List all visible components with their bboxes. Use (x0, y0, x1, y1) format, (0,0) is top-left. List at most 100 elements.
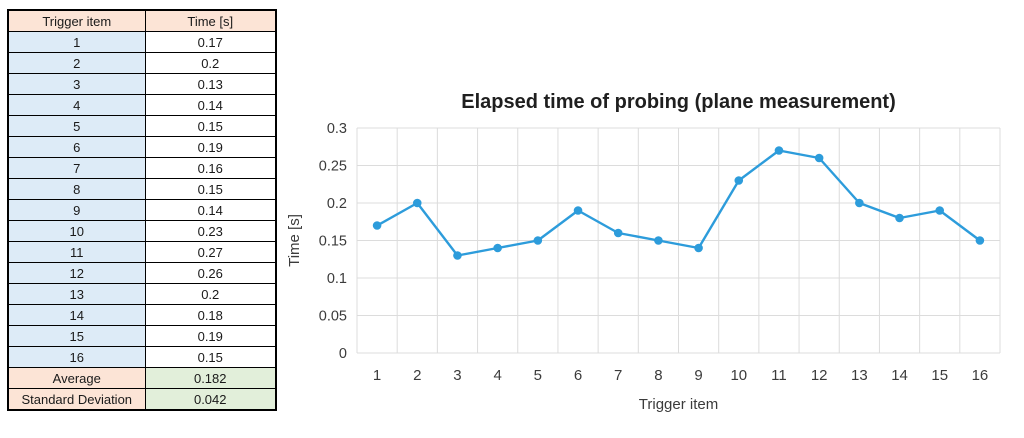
data-point (814, 153, 824, 163)
trigger-item-cell: 13 (7, 283, 146, 305)
data-point (895, 213, 904, 223)
table-row: 11 0.27 (7, 241, 277, 263)
y-axis-title: Time [s] (286, 214, 303, 267)
time-value-cell: 0.2 (144, 283, 277, 305)
time-value-cell: 0.13 (144, 73, 277, 95)
x-tick-label: 6 (574, 367, 582, 384)
data-point (935, 206, 945, 215)
table-row: 1 0.17 (7, 31, 277, 53)
y-tick-label: 0 (339, 346, 347, 362)
data-point (654, 236, 663, 245)
x-tick-label: 11 (771, 367, 787, 384)
y-tick-label: 0.25 (319, 159, 347, 175)
trigger-item-cell: 9 (7, 199, 146, 221)
time-value-cell: 0.18 (144, 304, 277, 326)
time-value-cell: 0.2 (144, 52, 277, 74)
table-row: 13 0.2 (7, 283, 277, 305)
trigger-item-cell: 8 (7, 178, 146, 200)
trigger-item-cell: 16 (7, 346, 146, 368)
series-line (375, 149, 982, 257)
table-row: 10 0.23 (7, 220, 277, 242)
trigger-item-cell: 7 (7, 157, 146, 179)
x-tick-label: 10 (730, 367, 747, 384)
table-summary-row: Standard Deviation 0.042 (7, 388, 277, 411)
summary-label-cell: Average (7, 367, 146, 389)
table-body: 1 0.17 2 0.2 3 0.13 4 0.14 5 0.15 6 0.19 7 0.16 8 0.15 9… (7, 31, 277, 411)
time-value-cell: 0.23 (144, 220, 277, 242)
x-tick-label: 2 (413, 367, 421, 384)
x-tick-label: 7 (614, 367, 622, 384)
trigger-item-cell: 2 (7, 52, 146, 74)
trigger-item-cell: 3 (7, 73, 146, 95)
column-header-trigger-item: Trigger item (7, 9, 146, 32)
time-value-cell: 0.19 (144, 325, 277, 347)
summary-value-cell: 0.182 (144, 367, 277, 389)
data-point (533, 236, 543, 245)
time-value-cell: 0.19 (144, 136, 277, 158)
time-value-cell: 0.15 (144, 178, 277, 200)
table-row: 6 0.19 (7, 136, 277, 158)
x-tick-label: 16 (972, 367, 989, 384)
y-tick-label: 0.3 (327, 121, 347, 137)
table-row: 15 0.19 (7, 325, 277, 347)
y-tick-label: 0.1 (327, 271, 347, 287)
data-point (774, 146, 784, 155)
summary-value-cell: 0.042 (144, 388, 277, 411)
trigger-item-cell: 6 (7, 136, 146, 158)
data-point (613, 228, 623, 238)
x-tick-label: 12 (811, 367, 828, 384)
time-value-cell: 0.14 (144, 199, 277, 221)
time-value-cell: 0.16 (144, 157, 277, 179)
time-value-cell: 0.17 (144, 31, 277, 53)
data-point (975, 236, 985, 245)
measurement-table: Trigger item Time [s] 1 0.17 2 0.2 3 0.13 4 0.1… (7, 9, 277, 411)
data-point (453, 251, 462, 260)
trigger-item-cell: 11 (7, 241, 146, 263)
data-point (573, 206, 583, 215)
x-tick-label: 4 (493, 367, 501, 384)
x-tick-label: 8 (654, 367, 662, 384)
x-axis-title: Trigger item (639, 396, 718, 413)
summary-label-cell: Standard Deviation (7, 388, 146, 411)
table-row: 8 0.15 (7, 178, 277, 200)
line-chart: 00.050.10.150.20.250.31 2 3 4 5 6 7 8 9 10 11 12 13 1… (286, 91, 1001, 413)
trigger-item-cell: 12 (7, 262, 146, 284)
x-tick-label: 9 (694, 367, 702, 384)
y-tick-label: 0.15 (319, 234, 347, 250)
x-tick-label: 15 (931, 367, 948, 384)
table-summary-row: Average 0.182 (7, 367, 277, 389)
time-value-cell: 0.14 (144, 94, 277, 116)
x-tick-label: 3 (453, 367, 461, 384)
table-row: 14 0.18 (7, 304, 277, 326)
x-tick-label: 14 (891, 367, 908, 384)
table-row: 4 0.14 (7, 94, 277, 116)
data-point (412, 198, 422, 208)
y-tick-label: 0.2 (327, 196, 347, 212)
table-row: 5 0.15 (7, 115, 277, 137)
time-value-cell: 0.15 (144, 346, 277, 368)
time-value-cell: 0.27 (144, 241, 277, 263)
y-tick-label: 0.05 (319, 309, 347, 325)
table-row: 3 0.13 (7, 73, 277, 95)
table-row: 16 0.15 (7, 346, 277, 368)
trigger-item-cell: 10 (7, 220, 146, 242)
data-point (734, 176, 744, 185)
x-tick-label: 1 (373, 367, 381, 384)
trigger-item-cell: 1 (7, 31, 146, 53)
column-header-time: Time [s] (144, 9, 277, 32)
data-point (372, 221, 382, 230)
table-row: 12 0.26 (7, 262, 277, 284)
table-row: 2 0.2 (7, 52, 277, 74)
trigger-item-cell: 5 (7, 115, 146, 137)
trigger-item-cell: 15 (7, 325, 146, 347)
trigger-item-cell: 4 (7, 94, 146, 116)
data-point (855, 198, 864, 208)
data-point (694, 243, 703, 253)
time-value-cell: 0.15 (144, 115, 277, 137)
time-value-cell: 0.26 (144, 262, 277, 284)
table-row: 9 0.14 (7, 199, 277, 221)
trigger-item-cell: 14 (7, 304, 146, 326)
x-tick-label: 5 (534, 367, 542, 384)
table-header-row: Trigger item Time [s] (7, 9, 277, 32)
